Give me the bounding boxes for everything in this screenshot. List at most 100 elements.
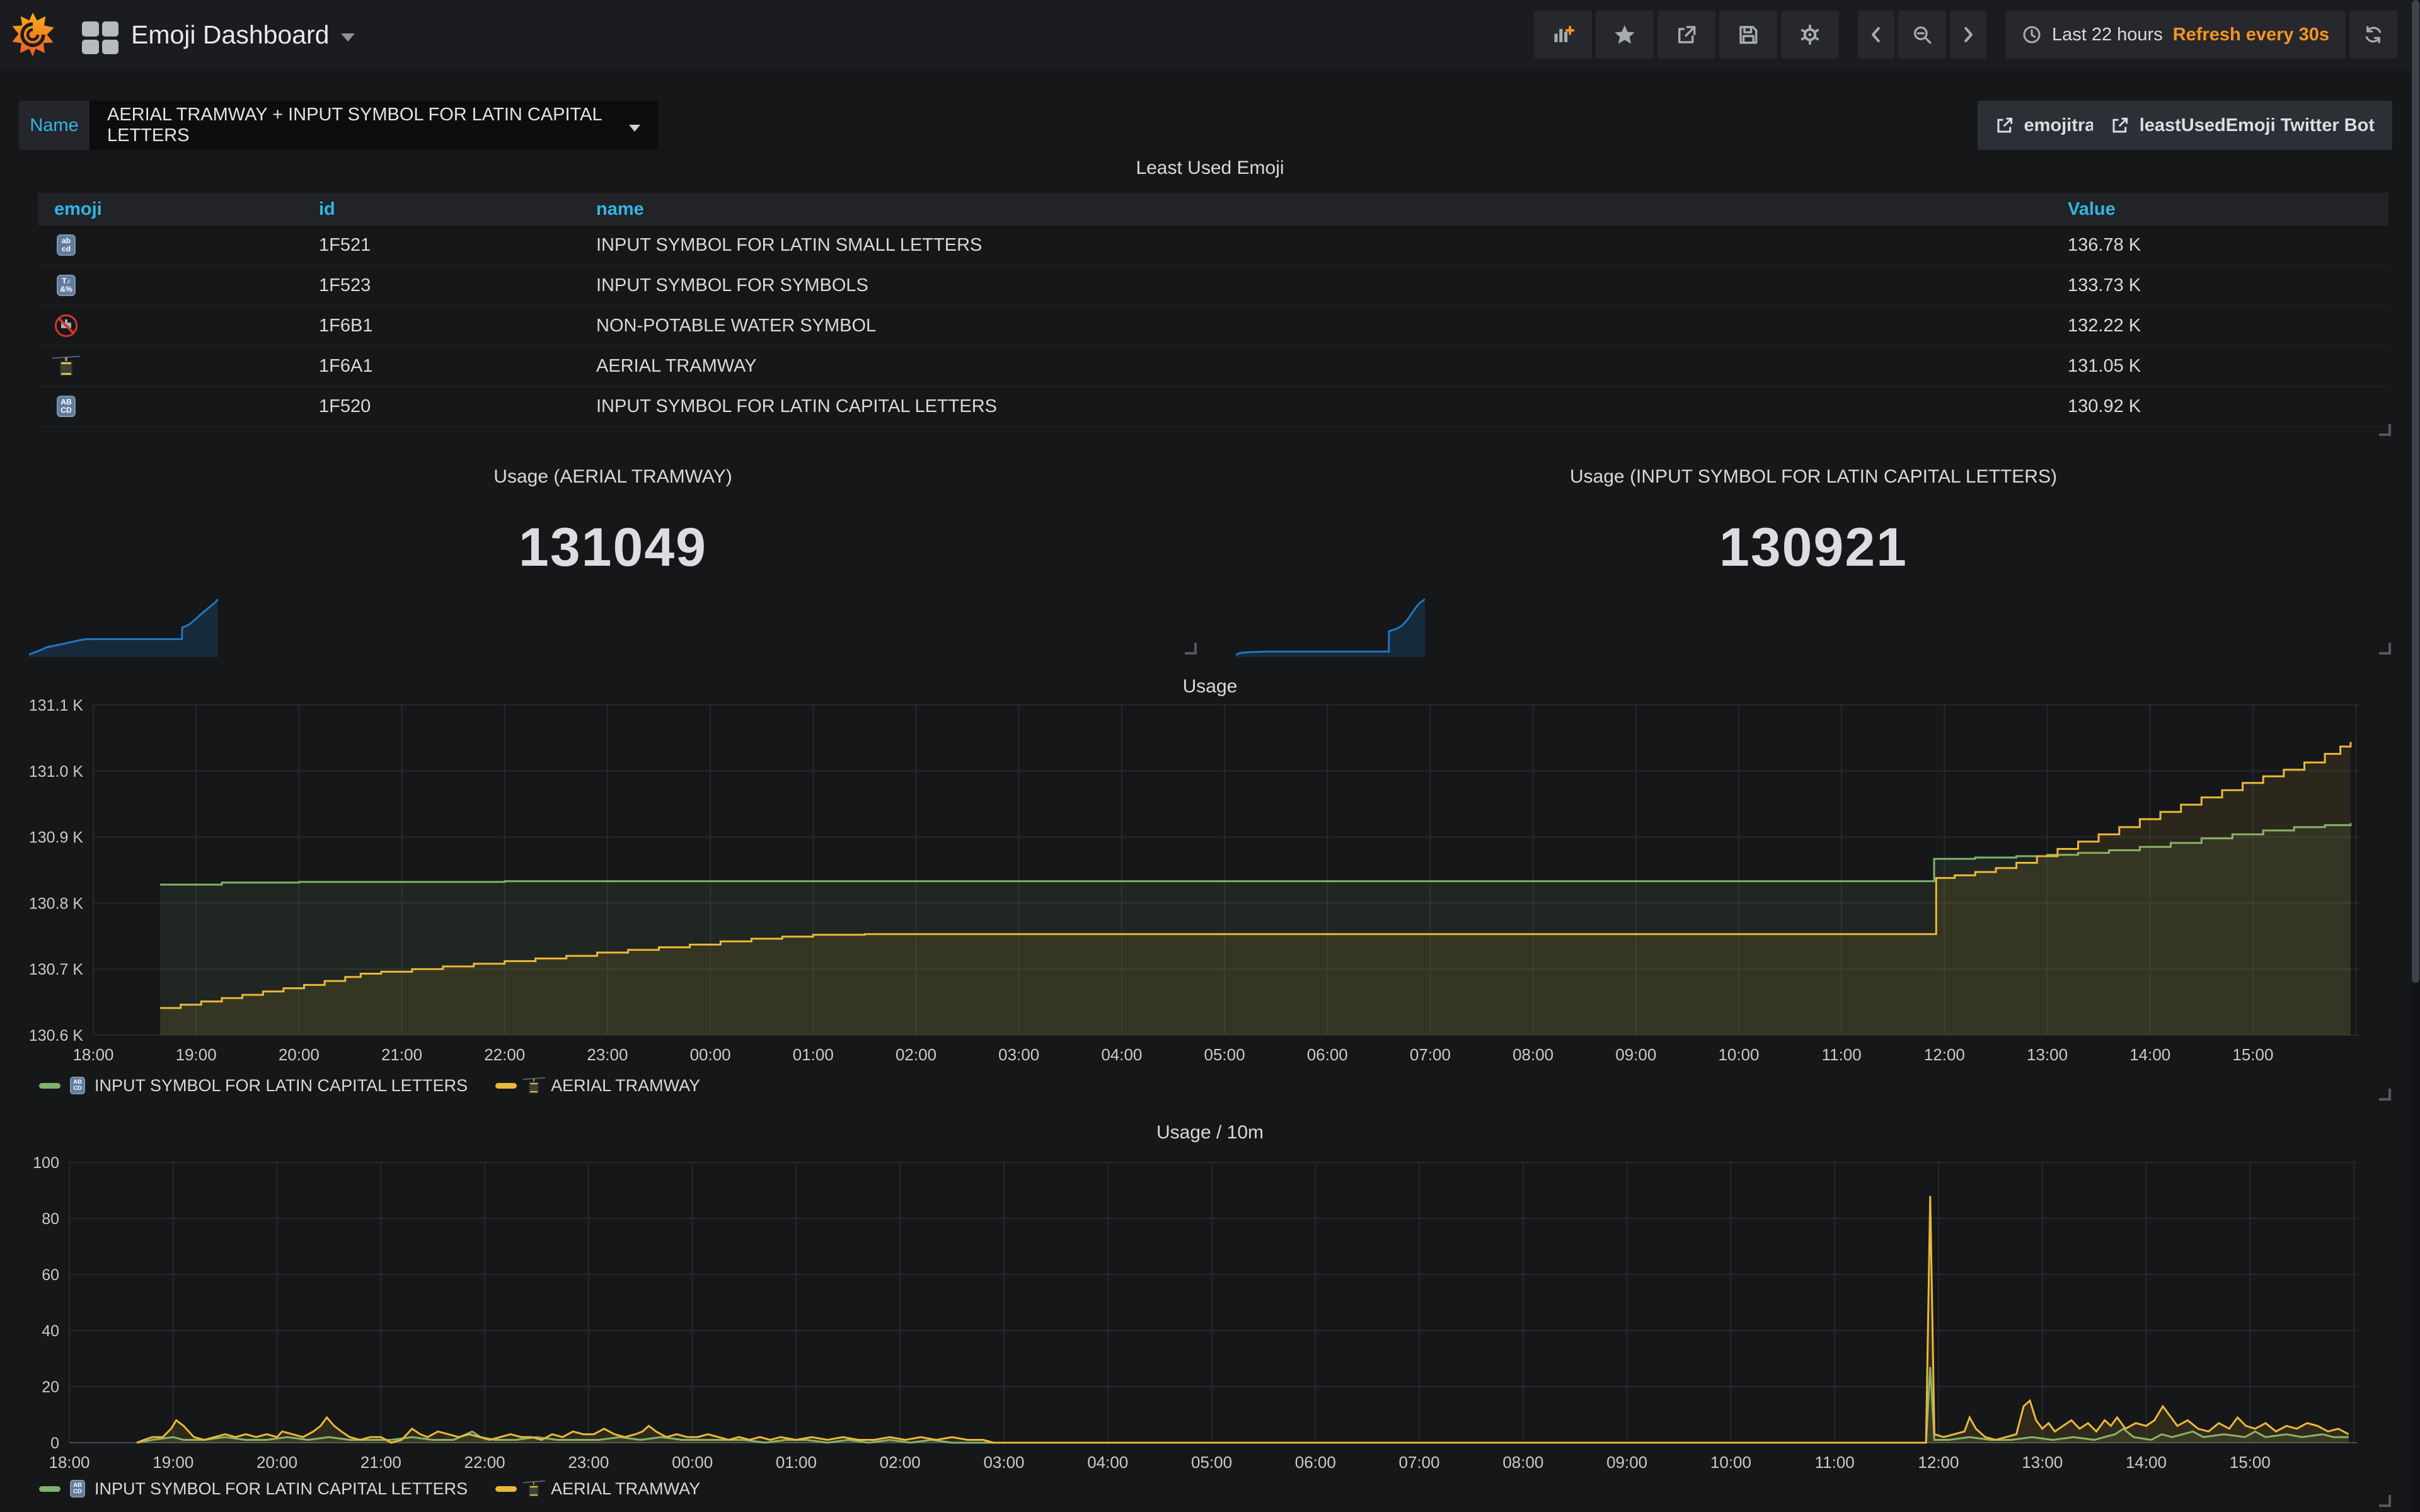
svg-text:03:00: 03:00 xyxy=(983,1453,1024,1470)
input-latin-capital-letters-emoji-icon: ABCD xyxy=(68,1076,87,1095)
refresh-button[interactable] xyxy=(2349,11,2397,59)
svg-text:11:00: 11:00 xyxy=(1822,1045,1862,1064)
svg-text:19:00: 19:00 xyxy=(176,1045,217,1064)
svg-text:18:00: 18:00 xyxy=(49,1453,89,1470)
legend-item-aerial-tramway[interactable]: AERIAL TRAMWAY xyxy=(495,1479,700,1499)
usage-time-series-chart[interactable]: 131.1 K131.0 K130.9 K130.8 K130.7 K130.6… xyxy=(19,665,2401,1074)
zoom-out-button[interactable] xyxy=(1898,11,1946,59)
dashboard-picker-grid-icon[interactable] xyxy=(82,21,118,54)
svg-text:09:00: 09:00 xyxy=(1615,1045,1656,1064)
legend-label: INPUT SYMBOL FOR LATIN CAPITAL LETTERS xyxy=(95,1076,468,1096)
input-latin-small-letters-emoji-icon: abcd xyxy=(54,233,78,257)
page-title: Emoji Dashboard xyxy=(131,20,330,50)
add-panel-icon xyxy=(1552,23,1574,46)
svg-text:12:00: 12:00 xyxy=(1924,1045,1965,1064)
panel-title[interactable]: Usage / 10m xyxy=(19,1122,2401,1143)
star-button[interactable] xyxy=(1596,11,1654,59)
panel-resize-handle[interactable] xyxy=(2379,424,2391,436)
column-header-value[interactable]: Value xyxy=(2051,199,2388,220)
id-cell: 1F6B1 xyxy=(302,316,580,336)
sparkline-chart xyxy=(1236,595,1425,657)
share-button[interactable] xyxy=(1657,11,1715,59)
legend-series-color-dash xyxy=(39,1083,60,1089)
column-header-id[interactable]: id xyxy=(302,199,580,220)
svg-text:07:00: 07:00 xyxy=(1399,1453,1440,1470)
panel-resize-handle[interactable] xyxy=(1185,643,1197,655)
svg-text:131.0 K: 131.0 K xyxy=(29,763,84,781)
panel-resize-handle[interactable] xyxy=(2379,1089,2391,1101)
time-back-button[interactable] xyxy=(1858,11,1894,59)
usage-10m-chart-panel: Usage / 10m 10080604020018:0019:0020:002… xyxy=(19,1112,2401,1512)
emoji-cell: T♪&% xyxy=(38,273,302,297)
svg-text:131.1 K: 131.1 K xyxy=(29,697,84,714)
time-range-label: Last 22 hours xyxy=(2052,25,2163,45)
share-icon xyxy=(1675,23,1698,46)
chart-legend: ABCD INPUT SYMBOL FOR LATIN CAPITAL LETTE… xyxy=(39,1073,700,1098)
page-scrollbar xyxy=(2411,0,2420,1512)
save-button[interactable] xyxy=(1719,11,1777,59)
refresh-interval-label: Refresh every 30s xyxy=(2173,25,2329,45)
legend-series-color-dash xyxy=(495,1083,517,1089)
column-header-name[interactable]: name xyxy=(580,199,2051,220)
dashboard-title-dropdown[interactable]: Emoji Dashboard xyxy=(131,0,355,69)
refresh-icon xyxy=(2363,24,2384,45)
legend-item-input-latin-capital-letters[interactable]: ABCD INPUT SYMBOL FOR LATIN CAPITAL LETTE… xyxy=(39,1076,468,1096)
scrollbar-thumb[interactable] xyxy=(2412,0,2419,983)
usage-10m-time-series-chart[interactable]: 10080604020018:0019:0020:0021:0022:0023:… xyxy=(19,1112,2401,1470)
id-cell: 1F521 xyxy=(302,235,580,256)
variable-name-label: Name xyxy=(19,101,89,150)
id-cell: 1F523 xyxy=(302,275,580,296)
panel-title[interactable]: Least Used Emoji xyxy=(19,158,2401,179)
svg-text:19:00: 19:00 xyxy=(153,1453,193,1470)
panel-title[interactable]: Usage xyxy=(19,676,2401,697)
zoom-out-icon xyxy=(1911,24,1933,45)
time-forward-button[interactable] xyxy=(1950,11,1986,59)
panel-resize-handle[interactable] xyxy=(2379,643,2391,655)
name-cell: INPUT SYMBOL FOR LATIN CAPITAL LETTERS xyxy=(580,396,2051,417)
emoji-cell: abcd xyxy=(38,233,302,257)
svg-text:14:00: 14:00 xyxy=(2129,1045,2170,1064)
svg-text:23:00: 23:00 xyxy=(587,1045,628,1064)
svg-text:08:00: 08:00 xyxy=(1502,1453,1543,1470)
add-panel-button[interactable] xyxy=(1534,11,1592,59)
time-picker-button[interactable]: Last 22 hours Refresh every 30s xyxy=(2005,11,2346,59)
svg-text:00:00: 00:00 xyxy=(672,1453,713,1470)
legend-item-aerial-tramway[interactable]: AERIAL TRAMWAY xyxy=(495,1076,700,1096)
usage-chart-panel: Usage 131.1 K131.0 K130.9 K130.8 K130.7 … xyxy=(19,665,2401,1106)
svg-text:05:00: 05:00 xyxy=(1191,1453,1232,1470)
svg-text:21:00: 21:00 xyxy=(381,1045,422,1064)
legend-label: AERIAL TRAMWAY xyxy=(551,1076,700,1096)
link-label: leastUsedEmoji Twitter Bot xyxy=(2140,115,2375,136)
emoji-cell xyxy=(38,354,302,378)
svg-text:21:00: 21:00 xyxy=(360,1453,401,1470)
svg-text:06:00: 06:00 xyxy=(1307,1045,1348,1064)
svg-text:12:00: 12:00 xyxy=(1918,1453,1959,1470)
variable-value-dropdown[interactable]: AERIAL TRAMWAY + INPUT SYMBOL FOR LATIN … xyxy=(89,101,658,150)
panel-resize-handle[interactable] xyxy=(2379,1495,2391,1507)
legend-label: AERIAL TRAMWAY xyxy=(551,1479,700,1499)
value-cell: 131.05 K xyxy=(2051,356,2388,377)
svg-text:01:00: 01:00 xyxy=(776,1453,817,1470)
svg-text:130.8 K: 130.8 K xyxy=(29,895,84,912)
input-latin-capital-letters-emoji-icon: ABCD xyxy=(68,1479,87,1498)
least-used-emoji-table-panel: Least Used Emoji emojiidnameValue abcd 1F… xyxy=(19,151,2401,441)
svg-text:11:00: 11:00 xyxy=(1815,1453,1855,1470)
non-potable-water-emoji-icon xyxy=(54,314,78,338)
svg-text:02:00: 02:00 xyxy=(880,1453,921,1470)
legend-label: INPUT SYMBOL FOR LATIN CAPITAL LETTERS xyxy=(95,1479,468,1499)
svg-text:13:00: 13:00 xyxy=(2022,1453,2063,1470)
panel-title[interactable]: Usage (INPUT SYMBOL FOR LATIN CAPITAL LE… xyxy=(1226,466,2401,488)
svg-text:04:00: 04:00 xyxy=(1087,1453,1128,1470)
settings-button[interactable] xyxy=(1781,11,1839,59)
stat-value: 130921 xyxy=(1226,517,2401,579)
svg-text:20:00: 20:00 xyxy=(256,1453,297,1470)
table-row: T♪&%1F523INPUT SYMBOL FOR SYMBOLS133.73 … xyxy=(38,266,2388,306)
svg-text:05:00: 05:00 xyxy=(1204,1045,1245,1064)
least-used-emoji-bot-link-button[interactable]: leastUsedEmoji Twitter Bot xyxy=(2093,101,2392,150)
svg-text:40: 40 xyxy=(42,1322,59,1340)
panel-title[interactable]: Usage (AERIAL TRAMWAY) xyxy=(19,466,1207,488)
table-row: ABCD1F520INPUT SYMBOL FOR LATIN CAPITAL … xyxy=(38,387,2388,427)
column-header-emoji[interactable]: emoji xyxy=(38,199,302,220)
legend-item-input-latin-capital-letters[interactable]: ABCD INPUT SYMBOL FOR LATIN CAPITAL LETTE… xyxy=(39,1479,468,1499)
grafana-logo-icon[interactable] xyxy=(10,11,55,58)
